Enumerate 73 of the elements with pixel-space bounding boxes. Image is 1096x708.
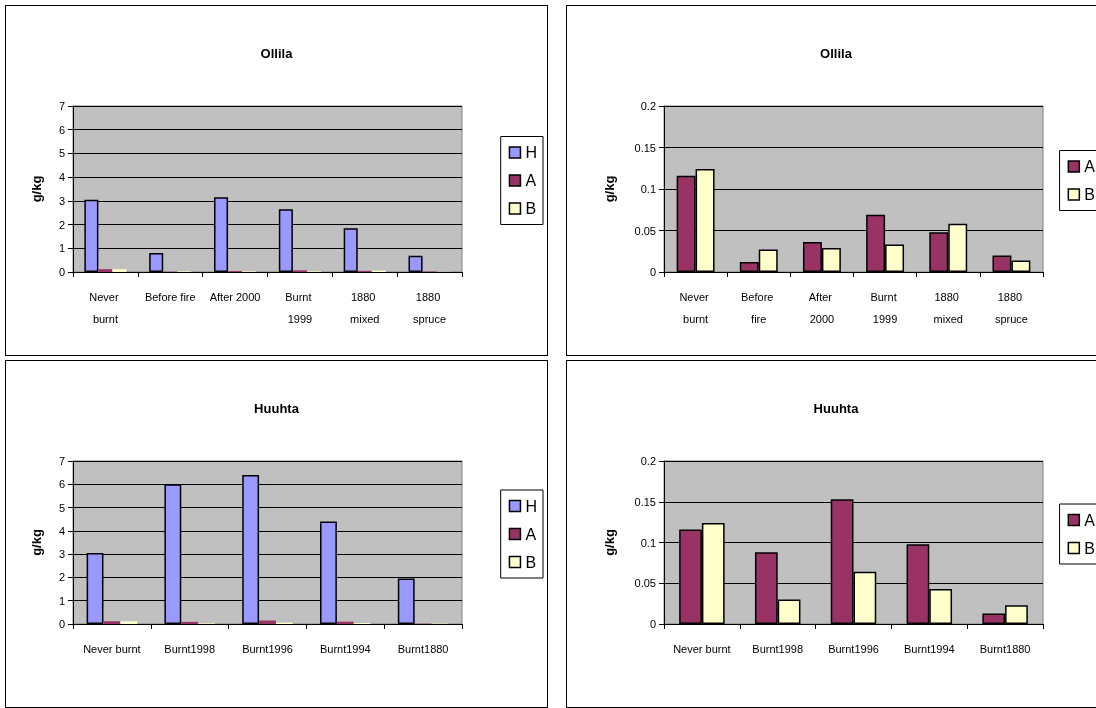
x-tick-label: Burnt1996 — [242, 643, 293, 655]
bar — [112, 269, 127, 272]
legend-label: B — [1084, 186, 1095, 203]
y-tick-label: 0.2 — [640, 100, 656, 112]
y-tick-label: 0 — [649, 266, 656, 278]
x-tick-label: 1880 spruce — [413, 291, 447, 325]
chart-title: Ollila — [260, 46, 294, 61]
y-tick-label: 7 — [58, 455, 65, 467]
x-tick-label: Never burnt — [673, 643, 731, 655]
bar — [149, 253, 164, 272]
x-tick-label: Burnt1994 — [319, 643, 371, 655]
x-tick-label: After 2000 — [209, 291, 261, 303]
y-axis-title: g/kg — [602, 175, 617, 203]
x-tick-label: Never burnt — [83, 643, 141, 655]
x-tick-label: Burnt1998 — [164, 643, 216, 655]
x-tick-label: 1880 mixed — [933, 291, 963, 325]
y-axis-title: g/kg — [29, 529, 44, 556]
y-tick-label: 0 — [58, 618, 65, 630]
legend-label: A — [525, 525, 537, 543]
x-tick-label: After 2000 — [808, 291, 836, 325]
y-tick-label: 0.05 — [634, 577, 656, 590]
chart-title: Huuhta — [813, 401, 860, 416]
chart-title: Ollila — [820, 46, 853, 61]
y-tick-label: 6 — [58, 478, 65, 491]
y-tick-label: 0 — [649, 618, 656, 630]
y-tick-label: 3 — [58, 194, 65, 207]
y-tick-label: 0.05 — [634, 224, 656, 237]
legend-label: H — [525, 144, 538, 161]
y-axis-title: g/kg — [602, 529, 617, 556]
y-tick-label: 6 — [58, 123, 65, 136]
legend-label: A — [1084, 158, 1096, 175]
x-tick-label: Burnt 1999 — [870, 291, 900, 325]
y-tick-label: 0.1 — [640, 183, 656, 195]
legend-label: H — [525, 497, 538, 515]
y-tick-label: 4 — [58, 524, 65, 537]
y-tick-label: 2 — [58, 218, 65, 231]
y-tick-label: 0.2 — [640, 455, 656, 467]
y-tick-label: 2 — [58, 571, 65, 584]
chart-title: Huuhta — [254, 401, 300, 416]
y-tick-label: 1 — [58, 242, 65, 255]
x-tick-label: Burnt1996 — [828, 643, 879, 655]
x-tick-label: Burnt1994 — [903, 643, 955, 655]
y-tick-label: 0.1 — [640, 536, 656, 549]
y-tick-label: 3 — [58, 548, 65, 561]
legend-label: A — [525, 172, 537, 189]
y-tick-label: 0 — [58, 266, 65, 278]
x-tick-label: Burnt1880 — [979, 643, 1031, 655]
bar — [98, 269, 113, 272]
legend-label: B — [525, 200, 537, 217]
x-tick-label: Never burnt — [679, 291, 712, 325]
legend-label: B — [525, 553, 537, 571]
legend-label: B — [1084, 539, 1095, 557]
x-tick-label: Burnt1998 — [752, 643, 804, 655]
y-tick-label: 5 — [58, 147, 65, 160]
y-tick-label: 4 — [58, 171, 65, 184]
bar — [120, 621, 138, 624]
x-tick-label: Before fire — [144, 291, 196, 303]
bar — [181, 621, 199, 624]
y-tick-label: 0.15 — [634, 141, 656, 154]
legend-label: A — [1084, 511, 1096, 529]
y-tick-label: 1 — [58, 594, 65, 607]
x-tick-label: Burnt 1999 — [285, 291, 315, 325]
bar — [408, 255, 423, 272]
x-tick-label: 1880 mixed — [350, 291, 380, 325]
y-tick-label: 7 — [58, 100, 65, 112]
x-tick-label: Burnt1880 — [397, 643, 449, 655]
x-tick-label: Never burnt — [89, 291, 122, 325]
y-axis-title: g/kg — [29, 175, 44, 203]
x-tick-label: Before fire — [741, 291, 777, 325]
bar — [103, 621, 121, 624]
y-tick-label: 5 — [58, 501, 65, 514]
y-tick-label: 0.15 — [634, 495, 656, 508]
x-tick-label: 1880 spruce — [994, 291, 1028, 325]
